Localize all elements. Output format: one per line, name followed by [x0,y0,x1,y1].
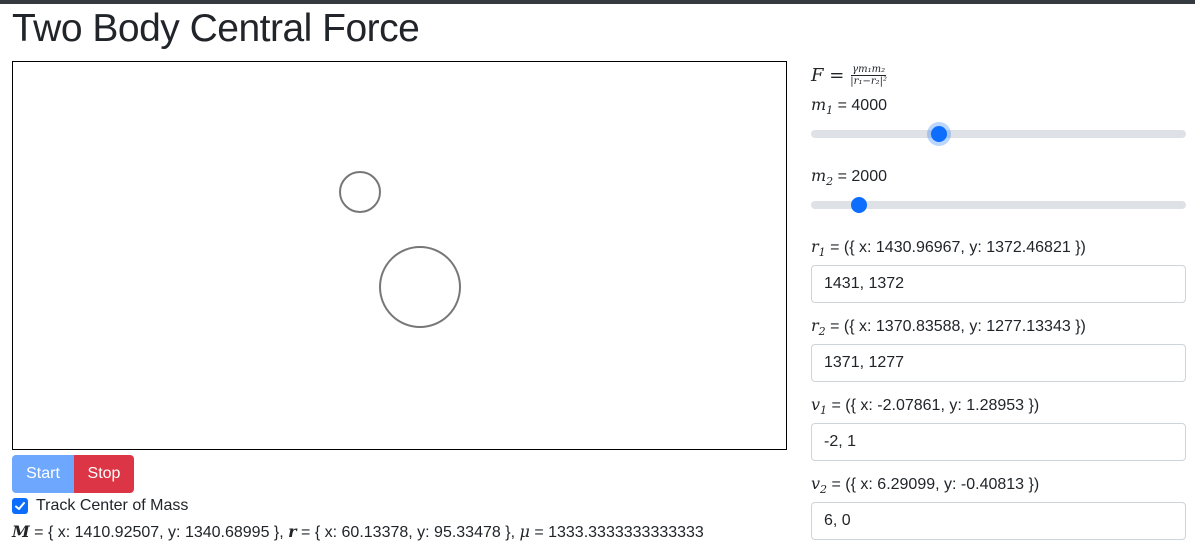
m1-value: = 4000 [833,97,887,114]
force-formula-lhs: F = [811,65,845,86]
force-formula-fraction: γm₁m₂ |r₁−r₂|² [850,64,887,87]
checkmark-icon [15,502,25,510]
simulation-canvas[interactable] [12,61,787,450]
summary-readout: M = { x: 1410.92507, y: 1340.68995 }, r … [12,522,704,542]
m1-slider-thumb[interactable] [930,126,947,142]
m2-value: = 2000 [833,168,887,185]
force-formula-denominator: |r₁−r₂|² [850,76,888,87]
reduced-mass-symbol: μ [519,522,530,541]
track-center-of-mass-label: Track Center of Mass [36,497,189,514]
start-button[interactable]: Start [12,455,74,493]
force-formula: F = γm₁m₂ |r₁−r₂|² [811,64,887,87]
r1-value: = ({ x: 1430.96967, y: 1372.46821 }) [825,239,1086,256]
page-title: Two Body Central Force [12,7,420,50]
body-2-circle [339,171,381,213]
relative-position-value: = { x: 60.13378, y: 95.33478 }, [296,524,516,541]
stop-button[interactable]: Stop [74,455,134,493]
v1-input[interactable]: -2, 1 [811,423,1186,461]
m1-label: m1 = 4000 [811,95,887,118]
v1-label: v1 = ({ x: -2.07861, y: 1.28953 }) [811,395,1040,418]
r2-input[interactable]: 1371, 1277 [811,344,1186,382]
r2-value: = ({ x: 1370.83588, y: 1277.13343 }) [825,318,1086,335]
v2-label: v2 = ({ x: 6.29099, y: -0.40813 }) [811,474,1040,497]
r1-label: r1 = ({ x: 1430.96967, y: 1372.46821 }) [811,237,1086,260]
m2-label: m2 = 2000 [811,166,887,189]
v2-value: = ({ x: 6.29099, y: -0.40813 }) [827,476,1040,493]
track-center-of-mass-checkbox[interactable] [12,498,28,514]
r2-label: r2 = ({ x: 1370.83588, y: 1277.13343 }) [811,316,1086,339]
total-mass-value: = { x: 1410.92507, y: 1340.68995 }, [29,524,284,541]
force-formula-numerator: γm₁m₂ [851,64,887,76]
v2-input[interactable]: 6, 0 [811,502,1186,540]
body-1-circle [379,246,461,328]
m2-slider[interactable] [811,197,1186,213]
m1-slider[interactable] [811,126,1186,142]
v1-value: = ({ x: -2.07861, y: 1.28953 }) [827,397,1040,414]
track-center-of-mass-option[interactable]: Track Center of Mass [12,497,188,515]
relative-position-symbol: r [288,522,297,541]
m2-slider-thumb[interactable] [850,197,867,213]
total-mass-symbol: M [12,522,30,541]
r1-input[interactable]: 1431, 1372 [811,265,1186,303]
reduced-mass-value: = 1333.3333333333333 [529,524,704,541]
